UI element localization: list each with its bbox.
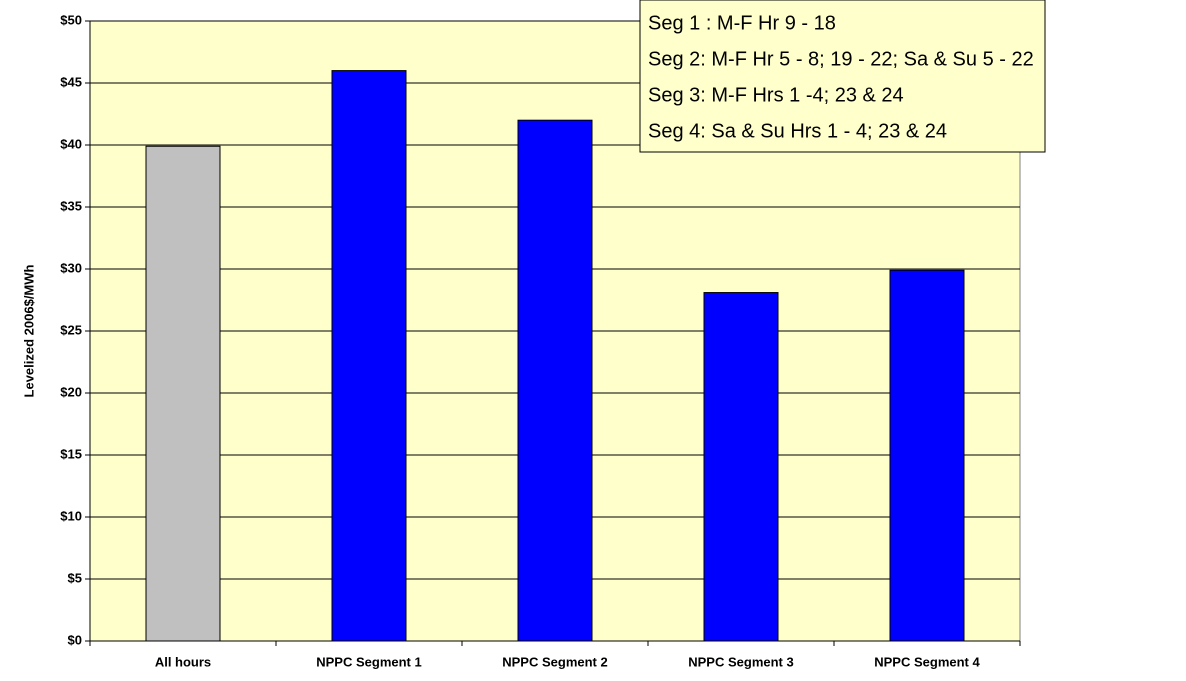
y-tick-label: $10 <box>60 508 82 523</box>
y-tick-label: $20 <box>60 384 82 399</box>
x-tick-label: NPPC Segment 1 <box>316 654 421 669</box>
y-tick-label: $0 <box>68 632 82 647</box>
y-tick-label: $35 <box>60 198 82 213</box>
bar <box>889 269 965 642</box>
annotation-box <box>639 0 1046 153</box>
x-tick-label: NPPC Segment 2 <box>502 654 607 669</box>
y-tick-label: $25 <box>60 322 82 337</box>
y-tick-label: $50 <box>60 12 82 27</box>
x-tick-label: NPPC Segment 3 <box>688 654 793 669</box>
y-tick-label: $45 <box>60 74 82 89</box>
y-tick-label: $30 <box>60 260 82 275</box>
annotation: Seg 4: Sa & Su Hrs 1 - 4; 23 & 24 <box>648 120 947 142</box>
bar <box>703 292 779 642</box>
annotation: Seg 1 : M-F Hr 9 - 18 <box>648 12 836 34</box>
bar <box>517 119 593 642</box>
x-tick-label: NPPC Segment 4 <box>874 654 980 669</box>
annotation: Seg 2: M-F Hr 5 - 8; 19 - 22; Sa & Su 5 … <box>648 48 1034 70</box>
y-tick-label: $5 <box>68 570 82 585</box>
bar <box>331 70 407 642</box>
y-axis-label: Levelized 2006$/MWh <box>21 264 36 397</box>
annotation: Seg 3: M-F Hrs 1 -4; 23 & 24 <box>648 84 904 106</box>
y-tick-label: $40 <box>60 136 82 151</box>
bar <box>145 145 221 642</box>
y-tick-label: $15 <box>60 446 82 461</box>
x-tick-label: All hours <box>155 654 211 669</box>
